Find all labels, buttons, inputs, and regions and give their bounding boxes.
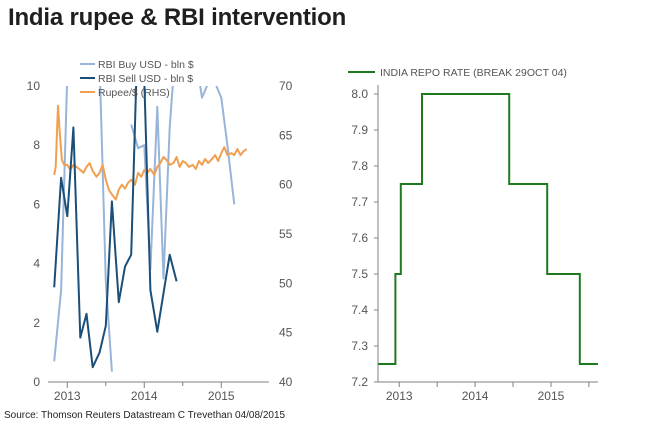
series-line-sell — [53, 86, 178, 369]
left-y-tick-label: 0 — [33, 375, 40, 389]
right-y-tick-label: 7.6 — [351, 231, 368, 245]
left-chart: 0 2 4 6 8 10 40 45 50 55 60 65 70 2013 2014 2015 RBI Bu… — [27, 59, 293, 403]
left-y-tick-label: 2 — [33, 316, 40, 330]
right-series-layer — [378, 93, 598, 365]
right-y-tick-label: 70 — [279, 79, 293, 93]
right-y-tick-label: 8.0 — [351, 87, 368, 101]
chart-title: India rupee & RBI intervention — [8, 4, 347, 31]
left-ticks: 0 2 4 6 8 10 40 45 50 55 60 65 70 2013 2014 2015 — [27, 79, 293, 403]
left-x-tick-label: 2014 — [131, 389, 158, 403]
right-y-tick-label: 7.9 — [351, 123, 368, 137]
right-y-tick-label: 7.3 — [351, 339, 368, 353]
right-x-tick-label: 2015 — [538, 389, 565, 403]
right-y-tick-label: 7.4 — [351, 303, 368, 317]
left-legend: RBI Buy USD - bln $ RBI Sell USD - bln $… — [80, 59, 194, 99]
left-y-tick-label: 4 — [33, 257, 40, 271]
right-y-tick-label: 50 — [279, 276, 293, 290]
series-line-rupee — [53, 104, 248, 201]
right-x-tick-label: 2014 — [462, 389, 489, 403]
legend-item-buy: RBI Buy USD - bln $ — [80, 59, 194, 71]
right-y-tick-label: 7.5 — [351, 267, 368, 281]
right-y-tick-label: 55 — [279, 227, 293, 241]
right-x-tick-label: 2013 — [386, 389, 413, 403]
right-legend: INDIA REPO RATE (BREAK 29OCT 04) — [348, 67, 567, 79]
right-y-tick-label: 65 — [279, 128, 293, 142]
left-y-tick-label: 6 — [33, 197, 40, 211]
legend-item-sell: RBI Sell USD - bln $ — [80, 73, 193, 85]
right-y-tick-label: 7.7 — [351, 195, 368, 209]
legend-item-rupee: Rupee/$ (RHS) — [80, 87, 170, 99]
left-series-layer — [53, 86, 248, 372]
right-y-tick-label: 7.8 — [351, 159, 368, 173]
legend-label-repo: INDIA REPO RATE (BREAK 29OCT 04) — [380, 67, 567, 79]
legend-label-sell: RBI Sell USD - bln $ — [98, 73, 193, 85]
right-y-tick-label: 45 — [279, 326, 293, 340]
left-y-tick-label: 10 — [27, 79, 41, 93]
series-line-repo — [378, 93, 598, 365]
right-y-tick-label: 60 — [279, 178, 293, 192]
legend-label-rupee: Rupee/$ (RHS) — [98, 87, 170, 99]
left-y-tick-label: 8 — [33, 138, 40, 152]
source-note: Source: Thomson Reuters Datastream C Tre… — [4, 410, 286, 421]
right-y-tick-label: 40 — [279, 375, 293, 389]
left-x-tick-label: 2013 — [54, 389, 81, 403]
right-ticks: 7.2 7.3 7.4 7.5 7.6 7.7 7.8 7.9 8.0 2013 2014 2015 — [351, 87, 590, 403]
left-x-tick-label: 2015 — [208, 389, 235, 403]
legend-label-buy: RBI Buy USD - bln $ — [98, 59, 194, 71]
right-y-tick-label: 7.2 — [351, 375, 368, 389]
